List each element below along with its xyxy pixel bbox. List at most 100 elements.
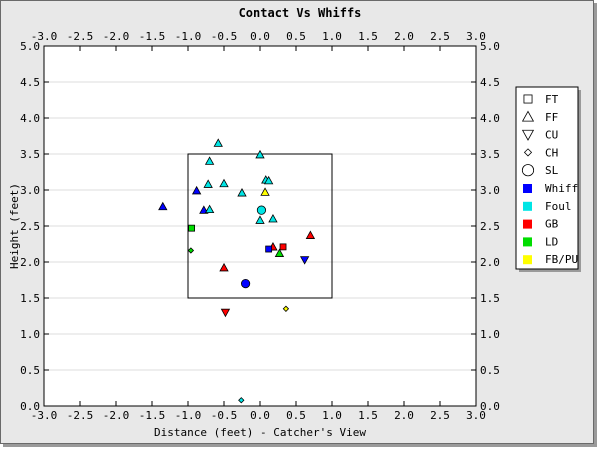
x-tick-label-bottom-4: -1.0 (175, 409, 202, 422)
data-point-0 (158, 201, 168, 211)
legend-label-sl: SL (545, 164, 559, 177)
x-tick-label-bottom-3: -1.5 (139, 409, 166, 422)
data-point-21 (265, 245, 273, 253)
x-tick-label-top-4: -1.0 (175, 30, 202, 43)
x-tick-label-top-2: -2.0 (103, 30, 130, 43)
y-tick-label-left-2: 1.0 (20, 328, 40, 341)
y-tick-label-right-3: 1.5 (480, 292, 500, 305)
x-tick-label-top-12: 3.0 (466, 30, 486, 43)
data-point-11 (263, 175, 274, 185)
data-point-17 (219, 262, 229, 272)
data-point-23 (188, 224, 196, 232)
x-tick-label-bottom-5: -0.5 (211, 409, 238, 422)
legend-label-ff: FF (545, 111, 558, 124)
x-tick-label-top-10: 2.0 (394, 30, 414, 43)
y-tick-label-left-5: 2.5 (20, 220, 40, 233)
y-tick-label-right-2: 1.0 (480, 328, 500, 341)
legend-marker-ft (523, 94, 533, 104)
data-point-27 (282, 305, 290, 312)
x-tick-label-bottom-6: 0.0 (250, 409, 270, 422)
y-tick-label-right-6: 3.0 (480, 184, 500, 197)
legend-marker-sl (521, 164, 535, 177)
legend-swatch-fb-pu (523, 255, 532, 265)
y-tick-label-left-0: 0.0 (20, 400, 40, 413)
legend-label-ld: LD (545, 235, 558, 248)
legend-label-gb: GB (545, 218, 559, 231)
legend-label-cu: CU (545, 129, 558, 142)
y-tick-label-left-1: 0.5 (20, 364, 40, 377)
data-point-5 (203, 179, 213, 188)
data-point-24 (299, 256, 310, 265)
y-tick-label-left-9: 4.5 (20, 76, 40, 89)
data-point-6 (204, 204, 215, 214)
legend-marker-cu (521, 129, 535, 141)
x-tick-label-top-3: -1.5 (139, 30, 166, 43)
x-tick-label-top-0: -3.0 (31, 30, 58, 43)
data-point-28 (238, 397, 245, 404)
y-tick-label-right-1: 0.5 (480, 364, 500, 377)
x-tick-label-bottom-12: 3.0 (466, 409, 486, 422)
data-point-18 (274, 248, 285, 257)
legend-label-foul: Foul (545, 200, 572, 213)
x-tick-label-top-1: -2.5 (67, 30, 94, 43)
legend-marker-ch (523, 148, 533, 157)
y-tick-label-left-3: 1.5 (20, 292, 40, 305)
x-tick-label-bottom-8: 1.0 (322, 409, 342, 422)
y-tick-label-right-5: 2.5 (480, 220, 500, 233)
y-tick-label-left-6: 3.0 (20, 184, 40, 197)
y-tick-label-right-0: 0.0 (480, 400, 500, 413)
y-axis-label: Height (feet) (8, 183, 21, 269)
y-tick-label-right-8: 4.0 (480, 112, 500, 125)
data-point-4 (204, 156, 215, 165)
x-tick-label-bottom-1: -2.5 (67, 409, 94, 422)
legend-label-whiff: Whiff (545, 182, 578, 195)
data-point-22 (279, 243, 287, 251)
data-point-19 (256, 205, 267, 215)
axis-ticks: -3.0 -3.0 -2.5 -2.5 -2.0 -2.0 -1.5 -1.5 -1.0 -1.0… (20, 30, 500, 422)
data-point-13 (268, 213, 278, 223)
legend-swatch-foul (523, 201, 532, 211)
x-tick-label-bottom-2: -2.0 (103, 409, 130, 422)
legend-label-fb-pu: FB/PU (545, 253, 578, 266)
x-tick-label-top-5: -0.5 (211, 30, 238, 43)
data-point-20 (241, 278, 251, 289)
y-tick-label-left-10: 5.0 (20, 40, 40, 53)
x-tick-label-top-6: 0.0 (250, 30, 270, 43)
legend-swatch-ld (523, 237, 532, 247)
data-point-16 (305, 230, 316, 239)
x-axis-label: Distance (feet) - Catcher's View (154, 426, 366, 439)
chart-title: Contact Vs Whiffs (239, 6, 362, 20)
x-tick-label-bottom-7: 0.5 (286, 409, 306, 422)
x-tick-label-top-8: 1.0 (322, 30, 342, 43)
x-tick-label-top-7: 0.5 (286, 30, 306, 43)
x-tick-label-bottom-10: 2.0 (394, 409, 414, 422)
y-tick-label-right-7: 3.5 (480, 148, 500, 161)
x-tick-label-bottom-0: -3.0 (31, 409, 58, 422)
legend-swatch-whiff (523, 184, 532, 193)
legend: FT FF CU CH SL Whiff Foul GB LD FB/PU (515, 86, 581, 272)
x-tick-label-bottom-11: 2.5 (430, 409, 450, 422)
legend-label-ft: FT (545, 93, 559, 106)
data-point-12 (255, 215, 265, 224)
legend-items: FT FF CU CH SL Whiff Foul GB LD FB/PU (521, 93, 578, 266)
legend-swatch-gb (523, 219, 532, 229)
data-points (158, 138, 316, 404)
data-point-7 (219, 178, 229, 188)
legend-label-ch: CH (545, 146, 558, 159)
data-point-25 (220, 308, 231, 318)
data-point-3 (213, 138, 223, 147)
y-tick-label-right-9: 4.5 (480, 76, 500, 89)
y-tick-label-left-8: 4.0 (20, 112, 40, 125)
data-point-14 (260, 187, 270, 196)
y-tick-label-left-7: 3.5 (20, 148, 40, 161)
data-point-8 (237, 188, 247, 197)
y-tick-label-left-4: 2.0 (20, 256, 40, 269)
data-point-9 (255, 149, 265, 159)
x-tick-label-bottom-9: 1.5 (358, 409, 378, 422)
data-point-1 (191, 185, 202, 195)
y-tick-label-right-10: 5.0 (480, 40, 500, 53)
x-tick-label-top-9: 1.5 (358, 30, 378, 43)
y-tick-label-right-4: 2.0 (480, 256, 500, 269)
legend-marker-ff (521, 110, 535, 122)
